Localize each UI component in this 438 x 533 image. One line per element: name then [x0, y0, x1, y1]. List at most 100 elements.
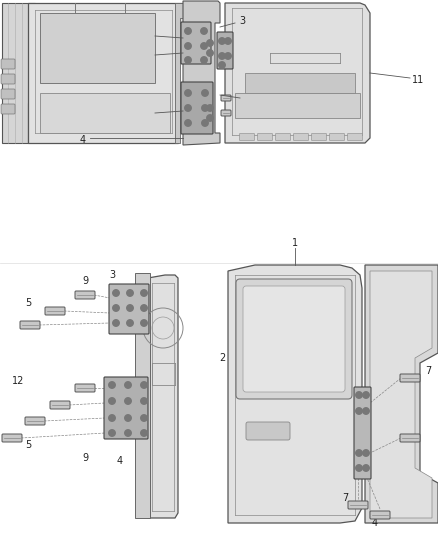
FancyBboxPatch shape	[240, 133, 254, 141]
Text: 11: 11	[412, 75, 424, 85]
Circle shape	[184, 104, 191, 111]
FancyBboxPatch shape	[311, 133, 326, 141]
FancyBboxPatch shape	[217, 32, 233, 69]
Circle shape	[124, 382, 131, 389]
FancyBboxPatch shape	[2, 434, 22, 442]
Polygon shape	[40, 93, 170, 133]
Circle shape	[184, 90, 191, 96]
FancyBboxPatch shape	[1, 104, 15, 114]
FancyBboxPatch shape	[181, 82, 213, 134]
Circle shape	[363, 464, 370, 472]
Circle shape	[127, 289, 134, 296]
Polygon shape	[28, 3, 185, 143]
Polygon shape	[235, 93, 360, 118]
Circle shape	[201, 119, 208, 126]
Circle shape	[109, 398, 116, 405]
Circle shape	[363, 392, 370, 399]
Circle shape	[363, 408, 370, 415]
Circle shape	[201, 90, 208, 96]
FancyBboxPatch shape	[329, 133, 345, 141]
Text: 3: 3	[345, 343, 351, 353]
Polygon shape	[370, 271, 432, 518]
Text: 7: 7	[425, 366, 431, 376]
FancyBboxPatch shape	[246, 422, 290, 440]
FancyBboxPatch shape	[1, 74, 15, 84]
Polygon shape	[148, 275, 178, 518]
FancyBboxPatch shape	[1, 59, 15, 69]
FancyBboxPatch shape	[20, 321, 40, 329]
Text: 8: 8	[145, 52, 151, 62]
Circle shape	[113, 289, 120, 296]
FancyBboxPatch shape	[221, 110, 231, 116]
Polygon shape	[228, 265, 362, 523]
Circle shape	[124, 398, 131, 405]
Text: 6: 6	[145, 110, 151, 120]
Circle shape	[113, 319, 120, 327]
Polygon shape	[365, 265, 438, 523]
Circle shape	[141, 289, 148, 296]
Circle shape	[124, 415, 131, 422]
FancyBboxPatch shape	[75, 291, 95, 299]
Text: 6: 6	[145, 28, 151, 38]
Text: 9: 9	[82, 453, 88, 463]
Circle shape	[141, 319, 148, 327]
FancyBboxPatch shape	[236, 279, 352, 399]
Text: 2: 2	[219, 353, 225, 363]
FancyBboxPatch shape	[243, 286, 345, 392]
FancyBboxPatch shape	[75, 384, 95, 392]
Circle shape	[109, 382, 116, 389]
FancyBboxPatch shape	[50, 401, 70, 409]
Circle shape	[184, 43, 191, 50]
Text: 5: 5	[25, 440, 31, 450]
Circle shape	[219, 52, 226, 60]
Circle shape	[113, 304, 120, 311]
FancyBboxPatch shape	[109, 284, 149, 334]
FancyBboxPatch shape	[104, 377, 148, 439]
Polygon shape	[40, 13, 155, 83]
Circle shape	[219, 37, 226, 44]
Circle shape	[184, 28, 191, 35]
Circle shape	[356, 464, 363, 472]
Circle shape	[124, 430, 131, 437]
Polygon shape	[2, 3, 35, 143]
FancyBboxPatch shape	[400, 434, 420, 442]
Circle shape	[356, 408, 363, 415]
Circle shape	[363, 449, 370, 456]
Circle shape	[184, 119, 191, 126]
Circle shape	[141, 304, 148, 311]
FancyBboxPatch shape	[221, 95, 231, 101]
Circle shape	[141, 382, 148, 389]
Polygon shape	[183, 1, 220, 145]
Circle shape	[225, 37, 232, 44]
FancyBboxPatch shape	[181, 22, 211, 64]
Circle shape	[206, 39, 213, 46]
FancyBboxPatch shape	[276, 133, 290, 141]
Text: 1: 1	[292, 238, 298, 248]
Circle shape	[109, 415, 116, 422]
FancyBboxPatch shape	[354, 387, 371, 479]
Text: 4: 4	[80, 135, 86, 145]
Text: 3: 3	[239, 16, 245, 26]
FancyBboxPatch shape	[25, 417, 45, 425]
FancyBboxPatch shape	[347, 133, 363, 141]
Circle shape	[206, 50, 213, 56]
Polygon shape	[175, 3, 185, 143]
Circle shape	[127, 319, 134, 327]
Circle shape	[219, 61, 226, 69]
Circle shape	[201, 104, 208, 111]
Text: 4: 4	[372, 518, 378, 528]
Text: 4: 4	[117, 456, 123, 466]
FancyBboxPatch shape	[370, 511, 390, 519]
Circle shape	[127, 304, 134, 311]
Circle shape	[206, 115, 213, 122]
Circle shape	[109, 430, 116, 437]
Text: 9: 9	[82, 276, 88, 286]
Circle shape	[225, 52, 232, 60]
FancyBboxPatch shape	[348, 501, 368, 509]
Circle shape	[141, 415, 148, 422]
FancyBboxPatch shape	[1, 89, 15, 99]
Text: 5: 5	[25, 298, 31, 308]
Circle shape	[201, 28, 208, 35]
Polygon shape	[225, 3, 370, 143]
FancyBboxPatch shape	[400, 374, 420, 382]
